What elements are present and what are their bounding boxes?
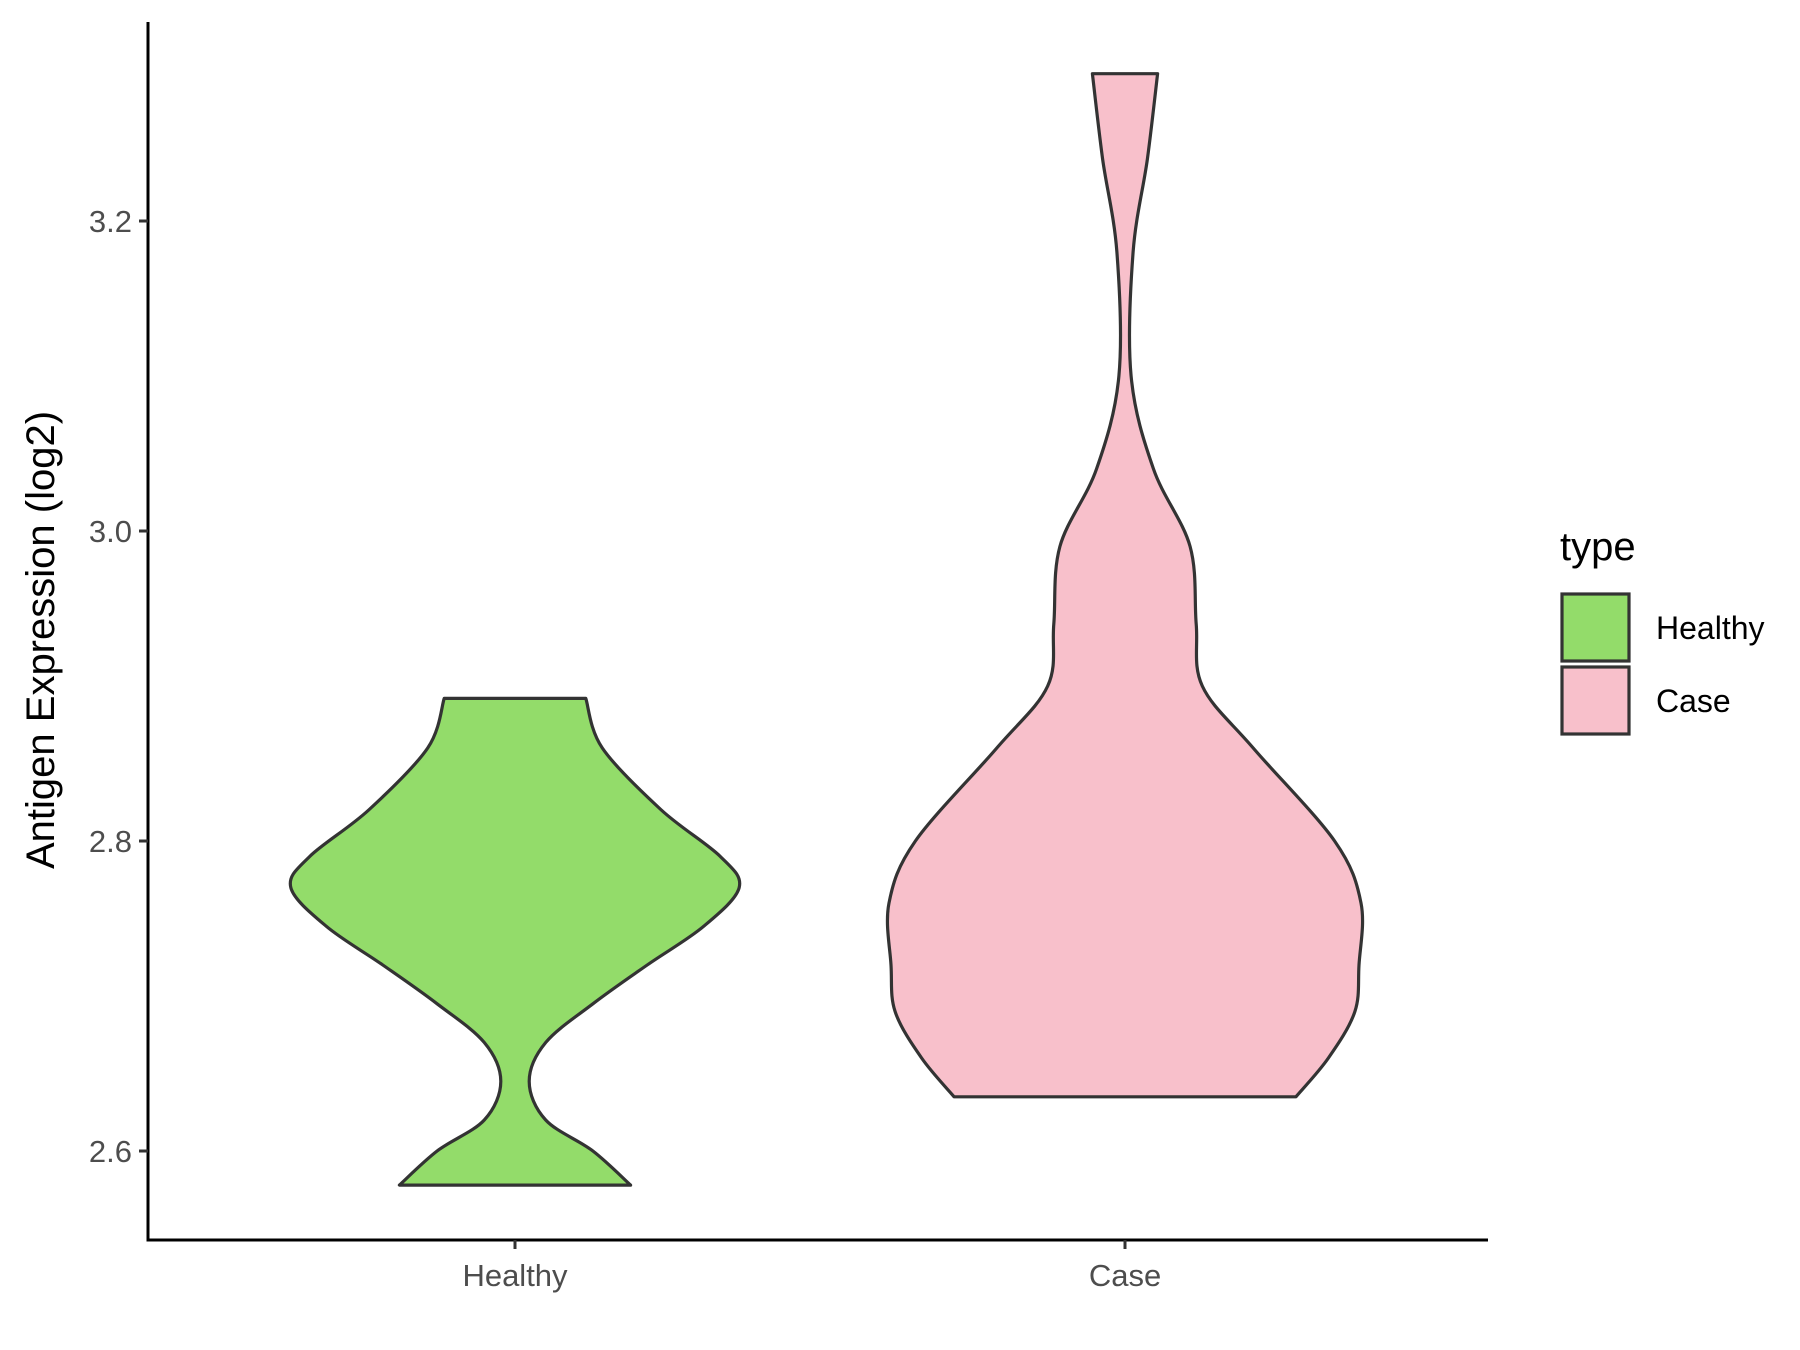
x-tick-label: Healthy [462,1258,568,1293]
legend-key-healthy [1560,592,1631,663]
legend-key-case [1560,665,1631,736]
legend: type Healthy Case [1560,525,1765,736]
y-tick-label: 2.8 [89,824,132,859]
legend-title: type [1560,525,1636,569]
y-tick-label: 3.0 [89,514,132,549]
x-tick-label: Case [1089,1258,1161,1293]
axes: 2.6 2.8 3.0 3.2 Healthy Case [89,22,1488,1293]
violin-healthy [288,696,742,1187]
y-tick-label: 2.6 [89,1134,132,1169]
y-axis-title: Antigen Expression (log2) [19,411,63,869]
legend-label-healthy: Healthy [1656,610,1765,646]
violin-case [885,72,1365,1099]
plot-area [288,72,1365,1187]
y-tick-label: 3.2 [89,204,132,239]
legend-label-case: Case [1656,683,1731,719]
